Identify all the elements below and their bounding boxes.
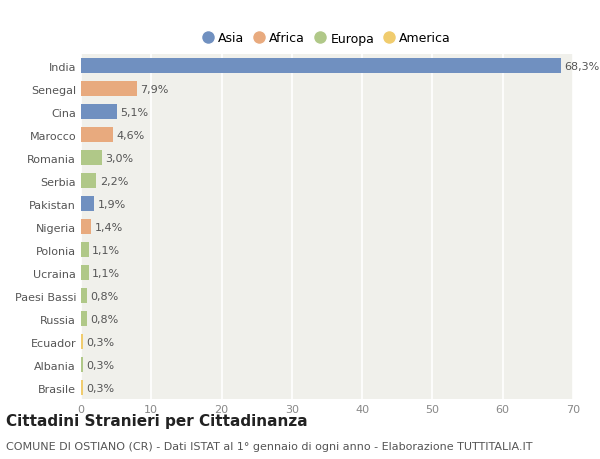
Legend: Asia, Africa, Europa, America: Asia, Africa, Europa, America <box>203 33 451 45</box>
Bar <box>81 151 102 166</box>
Bar <box>81 128 113 143</box>
Bar <box>81 312 86 326</box>
Text: 7,9%: 7,9% <box>140 84 169 95</box>
Bar <box>81 243 89 257</box>
Text: 0,3%: 0,3% <box>86 337 115 347</box>
Bar <box>81 358 83 372</box>
Text: 1,4%: 1,4% <box>94 222 122 232</box>
Text: 1,9%: 1,9% <box>98 199 126 209</box>
Text: 68,3%: 68,3% <box>565 62 600 72</box>
Text: 2,2%: 2,2% <box>100 176 128 186</box>
Bar <box>81 220 91 235</box>
Bar <box>81 174 97 189</box>
Text: COMUNE DI OSTIANO (CR) - Dati ISTAT al 1° gennaio di ogni anno - Elaborazione TU: COMUNE DI OSTIANO (CR) - Dati ISTAT al 1… <box>6 441 533 451</box>
Bar <box>81 82 137 97</box>
Text: 0,8%: 0,8% <box>90 291 118 301</box>
Bar <box>81 197 94 212</box>
Text: Cittadini Stranieri per Cittadinanza: Cittadini Stranieri per Cittadinanza <box>6 413 308 428</box>
Text: 0,3%: 0,3% <box>86 383 115 393</box>
Bar <box>81 266 89 280</box>
Text: 3,0%: 3,0% <box>106 153 134 163</box>
Bar <box>81 289 86 303</box>
Text: 1,1%: 1,1% <box>92 268 121 278</box>
Text: 4,6%: 4,6% <box>117 130 145 140</box>
Bar <box>81 381 83 395</box>
Text: 0,3%: 0,3% <box>86 360 115 370</box>
Text: 1,1%: 1,1% <box>92 245 121 255</box>
Bar <box>81 335 83 349</box>
Bar <box>81 105 117 120</box>
Text: 5,1%: 5,1% <box>121 107 148 118</box>
Bar <box>81 59 561 74</box>
Text: 0,8%: 0,8% <box>90 314 118 324</box>
